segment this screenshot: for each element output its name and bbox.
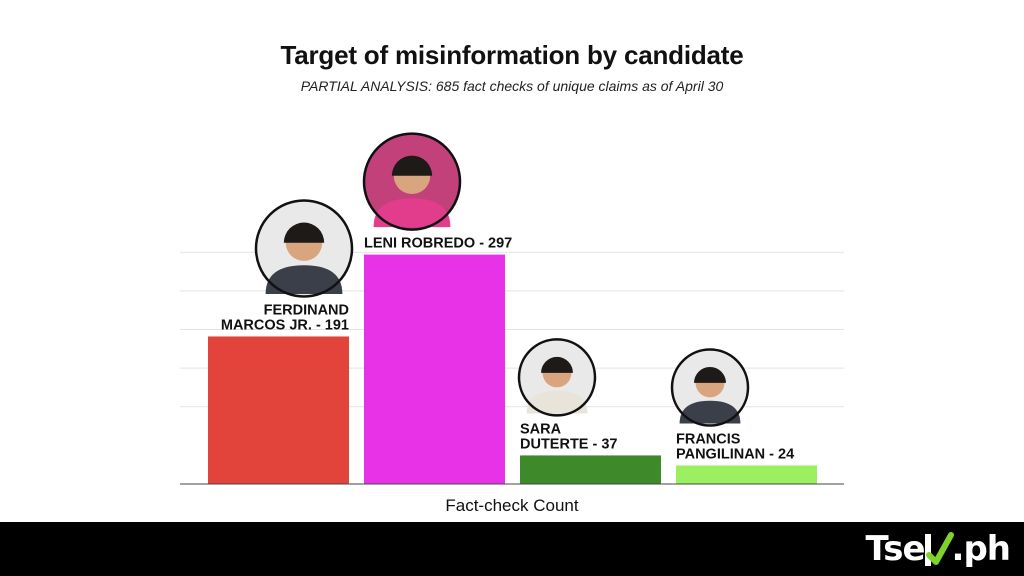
avatar-duterte <box>517 338 597 417</box>
bar-robredo <box>364 254 505 484</box>
tsek-logo: Tse .ph <box>865 526 1011 572</box>
data-label-robredo: LENI ROBREDO - 297 <box>364 236 512 252</box>
avatar-robredo <box>362 132 462 231</box>
chart-subtitle: PARTIAL ANALYSIS: 685 fact checks of uni… <box>300 78 724 94</box>
logo-text-left: Tse <box>865 529 926 569</box>
bar-duterte <box>520 455 661 484</box>
footer-bar: Tse .ph <box>0 522 1024 576</box>
avatar-marcos <box>254 199 354 298</box>
avatar-pangilinan <box>670 348 750 427</box>
bar-chart: FERDINAND MARCOS JR. - 191 LENI ROBREDO - … <box>180 132 844 515</box>
check-icon <box>924 532 954 566</box>
bar-marcos <box>208 336 349 484</box>
chart-title: Target of misinformation by candidate <box>280 40 744 70</box>
logo-text-right: .ph <box>951 529 1011 569</box>
x-axis-label: Fact-check Count <box>445 496 578 515</box>
data-label-pangilinan: FRANCIS PANGILINAN - 24 <box>676 431 794 462</box>
data-label-marcos: FERDINAND MARCOS JR. - 191 <box>221 302 349 333</box>
data-label-duterte: SARA DUTERTE - 37 <box>520 421 618 452</box>
bar-pangilinan <box>676 465 817 484</box>
